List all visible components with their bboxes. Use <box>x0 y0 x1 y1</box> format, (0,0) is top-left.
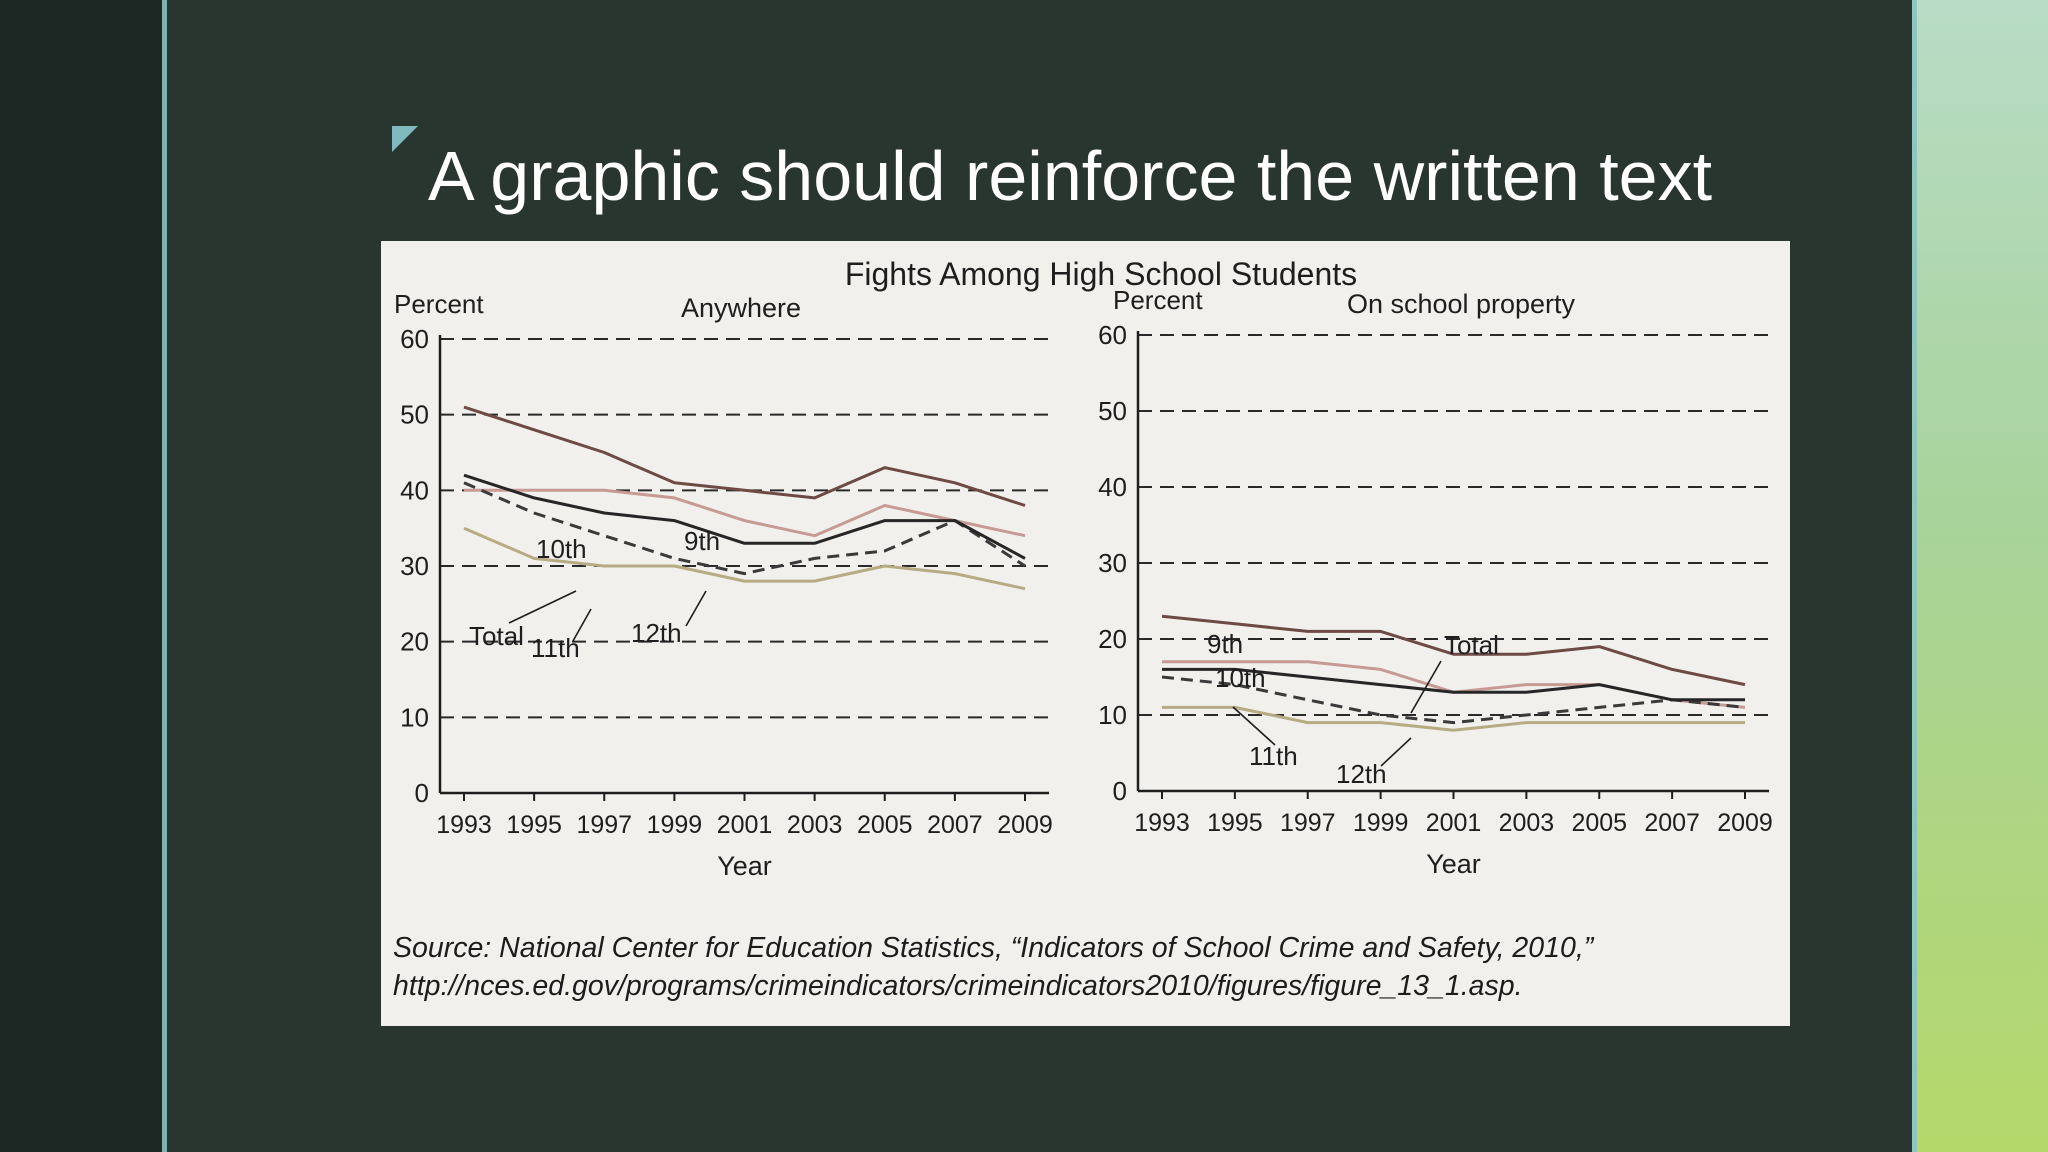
x-axis-label: Year <box>1426 849 1481 879</box>
y-tick-label: 10 <box>1098 700 1127 730</box>
y-tick-label: 30 <box>400 551 429 581</box>
x-tick-label: 2003 <box>1499 809 1555 837</box>
x-tick-label: 2005 <box>857 811 913 839</box>
y-tick-label: 0 <box>415 778 429 808</box>
x-tick-label: 2009 <box>1717 809 1773 837</box>
x-tick-label: 1993 <box>1134 809 1190 837</box>
series-annotation: 9th <box>1207 629 1243 659</box>
series-line-9th <box>463 405 1026 507</box>
y-axis-label: Percent <box>1113 285 1203 315</box>
y-tick-label: 60 <box>400 324 429 354</box>
figure-image: Fights Among High School Students Anywhe… <box>381 241 1790 1026</box>
source-line-1: Source: National Center for Education St… <box>393 932 1594 964</box>
y-tick-label: 40 <box>400 475 429 505</box>
right-accent-rule <box>1912 0 1917 1152</box>
annotation-leader <box>1410 660 1442 714</box>
x-tick-label: 2001 <box>1426 809 1482 837</box>
decorative-green-band <box>1917 0 2048 1152</box>
y-tick-label: 20 <box>400 627 429 657</box>
annotation-leader <box>508 590 577 624</box>
chart-panel-anywhere: Anywhere Percent Year 0 10 20 30 40 50 60 1993 1995… <box>394 289 1053 881</box>
x-tick-label: 1999 <box>647 811 703 839</box>
corner-triangle-icon <box>392 126 418 152</box>
y-tick-label: 20 <box>1098 624 1127 654</box>
x-tick-label: 2005 <box>1571 809 1627 837</box>
x-tick-label: 1999 <box>1353 809 1409 837</box>
y-tick-label: 50 <box>400 400 429 430</box>
x-tick-label: 2001 <box>717 811 773 839</box>
series-line-10th <box>464 488 1026 538</box>
panel-title: Anywhere <box>681 293 801 323</box>
series-line-12th <box>1161 675 1746 725</box>
y-tick-label: 0 <box>1113 776 1127 806</box>
series-annotation: Total <box>469 621 524 651</box>
series-annotation: 11th <box>531 633 580 663</box>
x-tick-label: 1993 <box>436 811 492 839</box>
y-tick-label: 10 <box>400 702 429 732</box>
series-annotation: Total <box>1444 630 1499 660</box>
series-annotation: 12th <box>1336 759 1387 789</box>
y-tick-label: 40 <box>1098 472 1127 502</box>
series-annotation: 12th <box>631 618 682 648</box>
annotation-leader <box>572 608 592 642</box>
left-band <box>0 0 162 1152</box>
x-tick-label: 2007 <box>1644 809 1700 837</box>
y-tick-label: 60 <box>1098 320 1127 350</box>
series-annotation: 10th <box>1215 663 1266 693</box>
y-tick-label: 50 <box>1098 396 1127 426</box>
x-tick-label: 1997 <box>1280 809 1336 837</box>
x-tick-label: 1997 <box>576 811 632 839</box>
y-axis-label: Percent <box>394 289 484 319</box>
x-tick-label: 1995 <box>1207 809 1263 837</box>
fights-line-charts: Fights Among High School Students Anywhe… <box>394 256 1773 881</box>
left-accent-rule <box>162 0 167 1152</box>
series-line-total <box>1162 667 1745 702</box>
annotation-leader <box>1380 737 1412 767</box>
annotation-leader <box>685 590 707 627</box>
series-line-total <box>463 473 1026 560</box>
x-tick-label: 2003 <box>787 811 843 839</box>
series-line-12th <box>463 481 1026 576</box>
x-tick-label: 2007 <box>927 811 983 839</box>
x-tick-label: 1995 <box>506 811 562 839</box>
series-annotation: 10th <box>536 534 587 564</box>
figure-title: Fights Among High School Students <box>845 256 1357 292</box>
series-line-9th <box>1161 614 1746 687</box>
series-annotation: 9th <box>684 526 720 556</box>
series-annotation: 11th <box>1249 741 1298 771</box>
series-line-11th <box>463 526 1026 591</box>
x-axis-label: Year <box>717 851 772 881</box>
y-tick-label: 30 <box>1098 548 1127 578</box>
chart-panel-on-school-property: On school property Percent Year 0 10 20 30 40 50… <box>1098 285 1773 879</box>
series-line-11th <box>1162 705 1745 732</box>
x-tick-label: 2009 <box>997 811 1053 839</box>
source-line-2: http://nces.ed.gov/programs/crimeindicat… <box>393 970 1523 1002</box>
figure-source: Source: National Center for Education St… <box>393 929 1783 1005</box>
panel-title: On school property <box>1347 289 1576 319</box>
annotation-leader <box>1232 706 1276 746</box>
slide-title: A graphic should reinforce the written t… <box>428 137 1713 215</box>
